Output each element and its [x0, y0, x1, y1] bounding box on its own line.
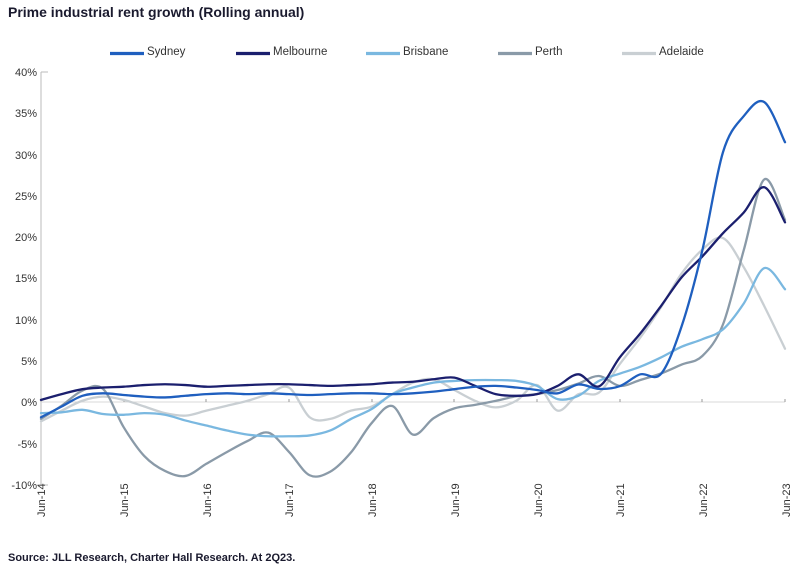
svg-text:5%: 5%	[21, 356, 37, 368]
svg-text:Jun-17: Jun-17	[284, 483, 296, 517]
svg-text:Jun-20: Jun-20	[533, 483, 545, 517]
svg-text:Jun-21: Jun-21	[615, 483, 627, 517]
svg-text:-10%: -10%	[11, 480, 37, 492]
svg-text:0%: 0%	[21, 397, 37, 409]
svg-text:Melbourne: Melbourne	[273, 46, 327, 58]
svg-text:20%: 20%	[15, 232, 37, 244]
svg-text:Perth: Perth	[535, 46, 563, 58]
svg-text:Jun-19: Jun-19	[450, 483, 462, 517]
svg-text:-5%: -5%	[17, 439, 37, 451]
svg-text:Jun-18: Jun-18	[367, 483, 379, 517]
svg-text:15%: 15%	[15, 273, 37, 285]
svg-text:Adelaide: Adelaide	[659, 46, 704, 58]
svg-text:Jun-22: Jun-22	[698, 483, 710, 517]
svg-text:Jun-23: Jun-23	[781, 483, 793, 517]
svg-text:Jun-15: Jun-15	[119, 483, 131, 517]
svg-text:Sydney: Sydney	[147, 46, 186, 58]
svg-text:Jun-14: Jun-14	[36, 483, 48, 517]
svg-text:25%: 25%	[15, 191, 37, 203]
svg-text:Jun-16: Jun-16	[202, 483, 214, 517]
svg-text:10%: 10%	[15, 315, 37, 327]
svg-text:Brisbane: Brisbane	[403, 46, 448, 58]
svg-text:40%: 40%	[15, 67, 37, 79]
svg-text:30%: 30%	[15, 150, 37, 162]
svg-text:35%: 35%	[15, 108, 37, 120]
